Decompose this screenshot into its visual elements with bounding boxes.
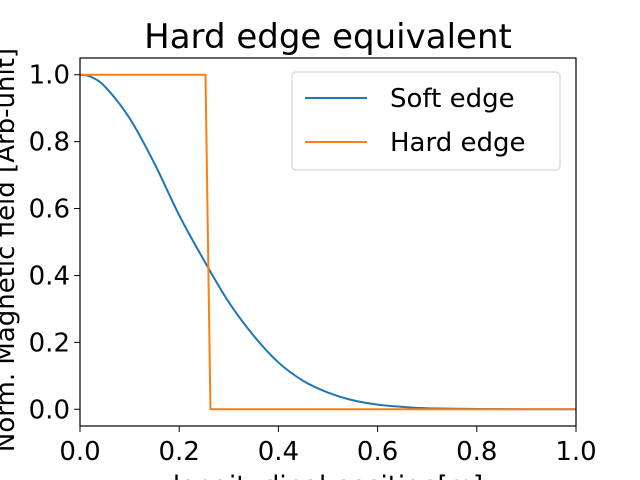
- x-tick-label: 0.2: [159, 437, 200, 467]
- legend: Soft edge Hard edge: [291, 71, 561, 171]
- series-layer: [79, 73, 577, 411]
- x-axis-label: longitudinal position[m]: [173, 471, 483, 480]
- x-tick-label: 0.4: [258, 437, 299, 467]
- x-tick-label: 0.6: [357, 437, 398, 467]
- x-tick-label: 0.8: [456, 437, 497, 467]
- series-line-soft-edge: [79, 73, 577, 411]
- legend-box: [291, 71, 561, 171]
- legend-label-hard-edge: Hard edge: [390, 128, 525, 158]
- y-tick-label: 0.6: [29, 195, 70, 225]
- series-line-hard-edge: [80, 73, 576, 411]
- x-tick-label: 1.0: [555, 437, 596, 467]
- y-tick-label: 0.4: [29, 261, 70, 291]
- y-axis-label: Norm. Magnetic field [Arb-unit]: [0, 48, 21, 452]
- y-tick-label: 0.2: [29, 328, 70, 358]
- chart-title: Hard edge equivalent: [144, 17, 512, 57]
- y-tick-label: 1.0: [29, 61, 70, 91]
- legend-label-soft-edge: Soft edge: [390, 84, 515, 114]
- ticks-layer: 0.0 0.2 0.4 0.6 0.8 1.0 0.0 0.2 0.4 0.6 0.8 1.0: [29, 61, 597, 467]
- y-tick-label: 0.8: [29, 128, 70, 158]
- plot-frame: [79, 57, 577, 427]
- y-tick-label: 0.0: [29, 395, 70, 425]
- x-tick-label: 0.0: [59, 437, 100, 467]
